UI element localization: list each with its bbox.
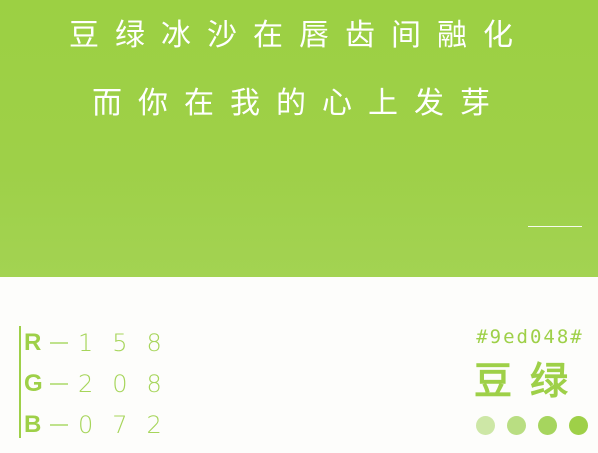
swatch-dot xyxy=(538,416,557,435)
hex-code: #9ed048# xyxy=(476,326,584,348)
swatch-dot xyxy=(569,416,588,435)
swatch-row xyxy=(476,416,588,436)
rgb-row-red: R 158 xyxy=(24,328,181,358)
color-banner: 豆绿冰沙在唇齿间融化 而你在我的心上发芽 xyxy=(0,0,598,277)
rgb-accent-bar xyxy=(19,326,21,438)
rgb-value-b: 072 xyxy=(78,411,181,439)
rgb-dash xyxy=(50,383,68,385)
rgb-value-g: 208 xyxy=(78,370,181,398)
rgb-row-green: G 208 xyxy=(24,369,181,399)
rgb-dash xyxy=(50,424,68,426)
swatch-dot xyxy=(476,416,495,435)
rgb-letter-r: R xyxy=(24,329,42,356)
color-name: 豆绿 xyxy=(473,359,586,403)
swatch-dot xyxy=(507,416,526,435)
poem-line-2: 而你在我的心上发芽 xyxy=(92,86,506,121)
rgb-value-r: 158 xyxy=(78,329,181,357)
poem-line-1: 豆绿冰沙在唇齿间融化 xyxy=(69,18,529,53)
rgb-dash xyxy=(50,342,68,344)
decorative-rule xyxy=(528,226,582,227)
rgb-letter-g: G xyxy=(24,370,43,397)
rgb-letter-b: B xyxy=(24,411,42,438)
rgb-row-blue: B 072 xyxy=(24,410,181,440)
